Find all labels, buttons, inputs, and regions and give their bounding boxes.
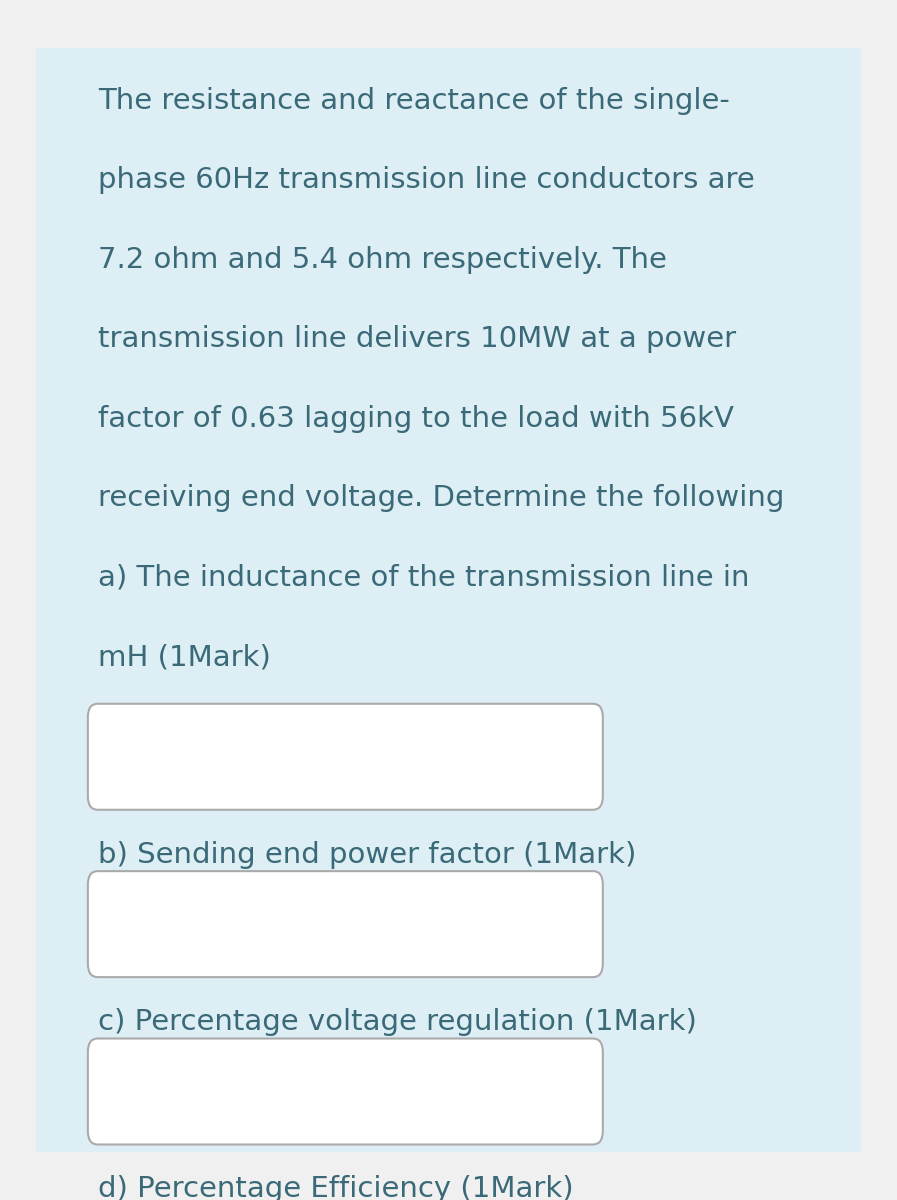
FancyBboxPatch shape — [88, 871, 603, 977]
Text: mH (1Mark): mH (1Mark) — [98, 643, 271, 671]
Text: The resistance and reactance of the single-: The resistance and reactance of the sing… — [98, 86, 729, 115]
Text: a) The inductance of the transmission line in: a) The inductance of the transmission li… — [98, 564, 749, 592]
FancyBboxPatch shape — [88, 703, 603, 810]
Text: c) Percentage voltage regulation (1Mark): c) Percentage voltage regulation (1Mark) — [98, 1008, 697, 1036]
Text: phase 60Hz transmission line conductors are: phase 60Hz transmission line conductors … — [98, 166, 754, 194]
Text: b) Sending end power factor (1Mark): b) Sending end power factor (1Mark) — [98, 841, 636, 869]
FancyBboxPatch shape — [88, 1038, 603, 1145]
Text: d) Percentage Efficiency (1Mark): d) Percentage Efficiency (1Mark) — [98, 1176, 573, 1200]
Text: 7.2 ohm and 5.4 ohm respectively. The: 7.2 ohm and 5.4 ohm respectively. The — [98, 246, 666, 274]
Text: receiving end voltage. Determine the following: receiving end voltage. Determine the fol… — [98, 484, 784, 512]
Text: factor of 0.63 lagging to the load with 56kV: factor of 0.63 lagging to the load with … — [98, 404, 734, 432]
FancyBboxPatch shape — [36, 48, 861, 1152]
Text: transmission line delivers 10MW at a power: transmission line delivers 10MW at a pow… — [98, 325, 736, 353]
